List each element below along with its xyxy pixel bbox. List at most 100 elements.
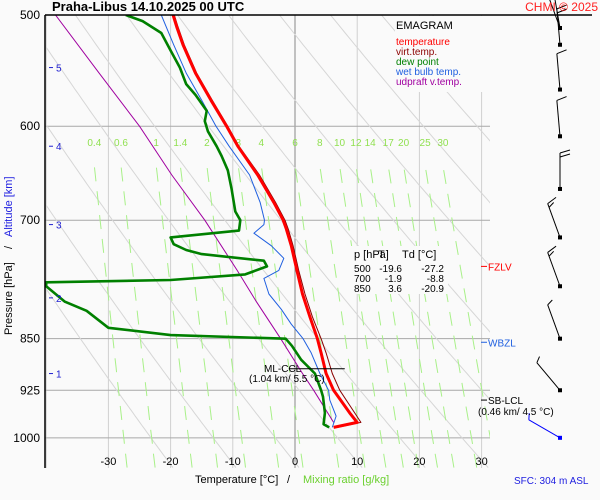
- pressure-tick-label: 600: [20, 119, 40, 133]
- temperature-tick-label: 30: [475, 456, 487, 468]
- mixing-ratio-label: 3: [235, 138, 241, 149]
- mixing-ratio-line: [355, 165, 404, 468]
- table-cell: -27.2: [421, 264, 444, 275]
- level-marker-label: WBZL: [488, 338, 516, 349]
- mixing-ratio-line: [369, 165, 419, 468]
- series-dew-point: [45, 15, 330, 429]
- mixing-ratio-label: 2: [204, 138, 210, 149]
- level-marker-sublabel: (0.46 km/ 4.5 °C): [478, 407, 554, 418]
- wind-barb-feather: [548, 250, 555, 257]
- temperature-tick-label: -20: [163, 456, 179, 468]
- wind-barb-staff: [549, 0, 561, 29]
- wind-barb-station: [558, 87, 562, 92]
- dry-adiabat: [329, 15, 490, 204]
- wind-barb-feather: [547, 196, 557, 205]
- y-axis-title-altitude: Altitude [km]: [3, 176, 15, 237]
- level-marker-label: SB-LCL: [488, 396, 523, 407]
- mixing-ratio-line: [387, 165, 438, 468]
- mixing-ratio-line: [237, 165, 280, 468]
- mixing-ratio-line: [93, 165, 128, 468]
- mixing-ratio-line: [442, 165, 490, 439]
- y-axis-title-sep: /: [3, 245, 15, 249]
- mixing-ratio-line: [403, 165, 455, 468]
- series-layer: [45, 15, 362, 429]
- wind-barb-station: [558, 235, 562, 240]
- mixing-ratio-label: 30: [437, 138, 449, 149]
- wind-barb-feather: [548, 202, 555, 208]
- table-cell: -19.6: [379, 264, 402, 275]
- temperature-tick-label: 10: [351, 456, 363, 468]
- dry-adiabat: [74, 15, 426, 468]
- mixing-ratio-label: 14: [365, 138, 377, 149]
- table-cell: -1.9: [385, 274, 403, 285]
- pressure-tick-label: 500: [20, 8, 40, 22]
- temperature-tick-label: 20: [413, 456, 425, 468]
- table-cell: -8.8: [427, 274, 445, 285]
- wind-barb-station: [558, 388, 562, 393]
- temperature-tick-label: -30: [100, 456, 116, 468]
- pressure-tick-label: 925: [20, 383, 40, 397]
- wind-barb: [547, 299, 562, 341]
- table-cell: 700: [354, 274, 371, 285]
- wind-barb-staff: [556, 53, 561, 90]
- surface-elevation: SFC: 304 m ASL: [514, 476, 589, 487]
- pressure-tick-label: 850: [20, 332, 40, 346]
- wind-barb-feather: [547, 245, 557, 253]
- altitude-tick-label: 5: [56, 64, 62, 75]
- wind-barb: [549, 0, 562, 30]
- dry-adiabat: [278, 15, 490, 268]
- wind-barb-station: [558, 284, 562, 289]
- legend-item: udpraft v.temp.: [396, 77, 462, 88]
- mixing-ratio-label: 0.4: [87, 138, 101, 149]
- mixing-ratio-line: [120, 165, 156, 468]
- mixing-ratio-line: [319, 165, 366, 468]
- mixing-ratio-label: 0.6: [114, 138, 128, 149]
- wind-barb-feather: [536, 356, 540, 363]
- temperature-tick-label: 0: [292, 456, 298, 468]
- legend-item: virt.temp.: [396, 47, 437, 58]
- wind-barb: [556, 96, 567, 139]
- wind-barb-feather: [559, 149, 571, 154]
- ccl-label: ML-CCL: [264, 364, 302, 375]
- table-cell: 850: [354, 284, 371, 295]
- wind-barb-feather: [547, 299, 553, 306]
- altitude-tick-label: 2: [56, 294, 62, 305]
- wind-barb: [547, 245, 562, 289]
- altitude-tick-label: 1: [56, 370, 62, 381]
- table-header: p [hPa]: [354, 249, 389, 261]
- wind-barb: [547, 196, 562, 240]
- mixing-ratio-line: [206, 165, 246, 468]
- wind-barb-staff: [528, 419, 561, 439]
- wind-barb-station: [558, 336, 562, 341]
- wind-barbs: [528, 0, 571, 440]
- wind-barb-feather: [557, 8, 568, 14]
- wind-barb-staff: [547, 203, 561, 238]
- dry-adiabat: [380, 15, 490, 142]
- mixing-ratio-label: 4: [259, 138, 265, 149]
- wind-barb-staff: [536, 362, 561, 391]
- pressure-tick-label: 700: [20, 213, 40, 227]
- pressure-tick-label: 1000: [13, 431, 40, 445]
- wind-barb-station: [558, 134, 562, 139]
- legend-title: EMAGRAM: [396, 20, 453, 32]
- wind-barb-feather: [556, 49, 567, 55]
- wind-barb: [528, 413, 562, 440]
- series-wet-bulb-temp: [160, 15, 337, 428]
- mixing-ratio-label: 17: [383, 138, 395, 149]
- mixing-ratio-label: 8: [317, 138, 323, 149]
- x-axis-sep: /: [287, 474, 291, 486]
- wind-barb: [536, 356, 562, 393]
- wind-barb-staff: [547, 304, 561, 339]
- table-header: Td [°C]: [402, 249, 436, 261]
- dry-adiabat: [45, 286, 174, 468]
- table-header: T: [378, 249, 385, 261]
- wind-barb: [558, 149, 571, 191]
- copyright: CHMI © 2025: [525, 0, 598, 14]
- wind-barb-station: [558, 26, 562, 30]
- mixing-ratio-label: 12: [350, 138, 362, 149]
- wind-barb-feather: [556, 96, 567, 101]
- wind-barb: [556, 49, 567, 92]
- altitude-tick-label: 4: [56, 142, 62, 153]
